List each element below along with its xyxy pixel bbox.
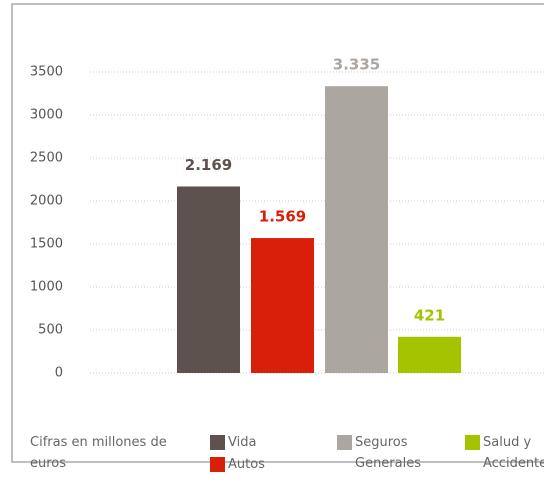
y-tick-label: 0: [55, 366, 63, 381]
value-label: 3.335: [333, 56, 380, 74]
legend-swatch: [210, 435, 225, 450]
legend-swatch: [210, 457, 225, 472]
bar: [177, 186, 240, 373]
frame: [11, 3, 544, 463]
legend-swatch: [337, 435, 352, 450]
legend-label: Autos: [228, 457, 265, 472]
legend-label: Seguros Generales: [355, 435, 422, 471]
y-tick-label: 2500: [30, 151, 63, 166]
value-label: 1.569: [259, 208, 306, 226]
bar: [325, 86, 388, 373]
bar: [251, 238, 314, 373]
legend-label: Salud y Accidentes: [483, 435, 544, 471]
value-label: 421: [414, 306, 445, 324]
bar: [398, 336, 461, 373]
y-tick-label: 3000: [30, 108, 63, 123]
y-tick-label: 500: [38, 323, 63, 338]
y-tick-label: 3500: [30, 65, 63, 80]
legend-swatch: [465, 435, 480, 450]
value-label: 2.169: [185, 156, 232, 174]
y-tick-label: 2000: [30, 194, 63, 209]
legend-label: Vida: [228, 435, 257, 450]
y-tick-label: 1500: [30, 237, 63, 252]
note: Cifras en millones de euros: [30, 435, 167, 471]
y-tick-label: 1000: [30, 280, 63, 295]
